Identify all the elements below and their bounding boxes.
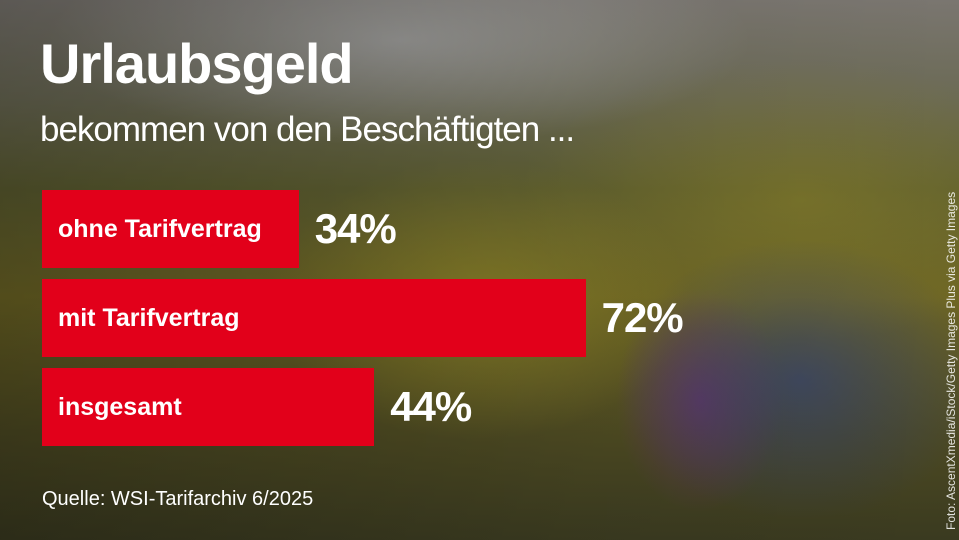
chart-subtitle: bekommen von den Beschäftigten ...: [40, 110, 575, 149]
bar: mit Tarifvertrag: [42, 279, 586, 357]
bar: insgesamt: [42, 368, 375, 446]
bar-value-label: 44%: [390, 383, 472, 430]
bar-label: ohne Tarifvertrag: [58, 214, 262, 243]
bar-label: insgesamt: [58, 392, 182, 421]
bar-value-label: 72%: [601, 294, 684, 341]
source-note: Quelle: WSI-Tarifarchiv 6/2025: [42, 488, 314, 510]
bar: ohne Tarifvertrag: [42, 190, 299, 268]
bar-value-label: 34%: [314, 205, 397, 252]
chart-title: Urlaubsgeld: [40, 32, 354, 95]
bar-label: mit Tarifvertrag: [58, 303, 240, 332]
photo-credit: Foto: AscentXmedia/iStock/Getty Images P…: [944, 191, 958, 530]
